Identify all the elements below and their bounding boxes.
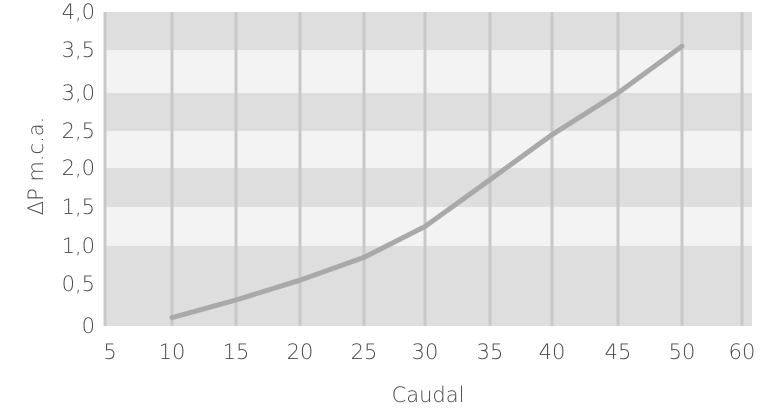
vertical-gridlines bbox=[103, 12, 744, 326]
band-6 bbox=[105, 50, 752, 93]
band-4 bbox=[105, 131, 752, 168]
y-tick-label: 3,5 bbox=[62, 38, 95, 62]
x-tick-labels: 5 10 15 20 25 30 35 40 45 50 60 bbox=[103, 340, 755, 364]
y-tick-label: 3,0 bbox=[62, 81, 95, 105]
y-tick-label: 1,5 bbox=[62, 195, 95, 219]
x-tick-label: 5 bbox=[103, 340, 116, 364]
x-tick-label: 25 bbox=[351, 340, 378, 364]
x-tick-label: 45 bbox=[605, 340, 632, 364]
band-1 bbox=[105, 246, 752, 284]
x-axis-label: Caudal bbox=[392, 383, 465, 407]
band-7 bbox=[105, 12, 752, 50]
y-tick-label: 0 bbox=[82, 314, 95, 338]
x-tick-label: 30 bbox=[412, 340, 439, 364]
x-tick-label: 50 bbox=[669, 340, 696, 364]
x-tick-label: 15 bbox=[223, 340, 250, 364]
y-tick-label: 4,0 bbox=[62, 0, 95, 24]
y-tick-label: 1,0 bbox=[62, 234, 95, 258]
band-0 bbox=[105, 284, 752, 326]
background-bands bbox=[105, 12, 752, 326]
band-3 bbox=[105, 168, 752, 207]
y-tick-label: 2,0 bbox=[62, 156, 95, 180]
y-tick-labels: 0 0,5 1,0 1,5 2,0 2,5 3,0 3,5 4,0 bbox=[62, 0, 95, 338]
y-axis-label: ΔP m.c.a. bbox=[24, 117, 48, 216]
x-tick-label: 40 bbox=[539, 340, 566, 364]
series-group bbox=[169, 43, 685, 321]
x-tick-label: 20 bbox=[287, 340, 314, 364]
x-tick-label: 35 bbox=[477, 340, 504, 364]
y-tick-label: 0,5 bbox=[62, 272, 95, 296]
x-tick-label: 10 bbox=[159, 340, 186, 364]
x-tick-label: 60 bbox=[729, 340, 756, 364]
band-5 bbox=[105, 93, 752, 131]
y-tick-label: 2,5 bbox=[62, 119, 95, 143]
